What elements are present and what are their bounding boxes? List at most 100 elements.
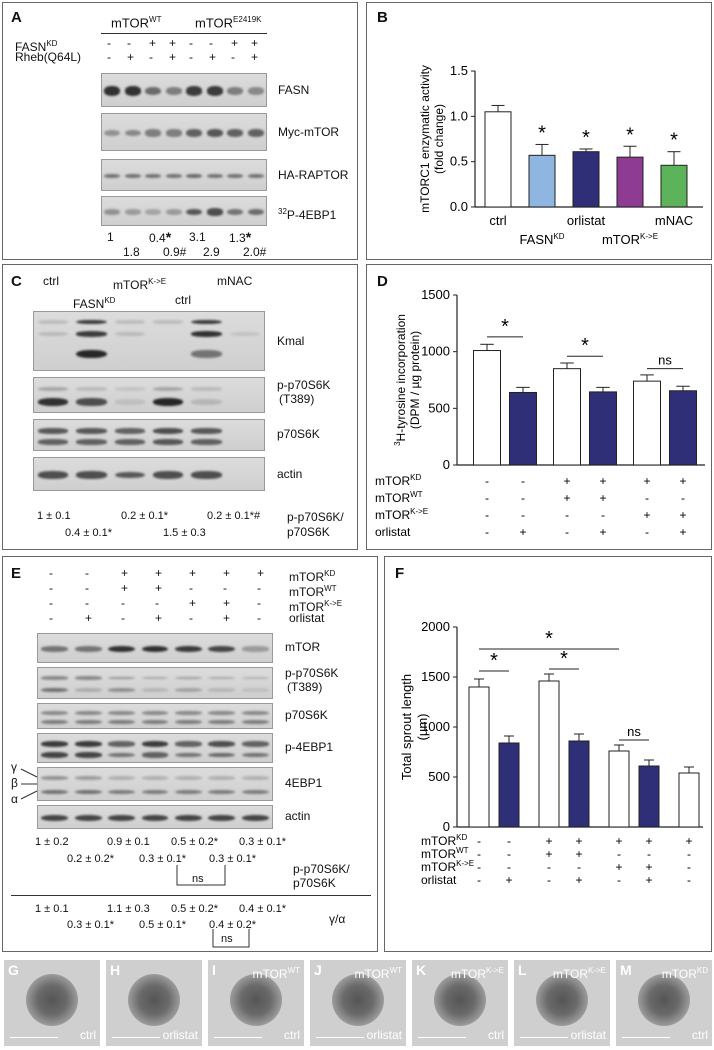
micrograph-top-sup: K->E (587, 966, 606, 975)
blot-band (141, 814, 169, 822)
row-label-sup: K->E (456, 859, 474, 868)
sign: - (647, 847, 651, 861)
blot-band (76, 439, 107, 445)
blot-band (108, 720, 135, 724)
sign: + (643, 508, 650, 522)
blot-label-mtor: mTOR (285, 640, 321, 654)
q2-bottom-3: 0.4 ± 0.2* (209, 919, 257, 931)
micrograph-top-text: mTOR (661, 967, 697, 981)
divider (11, 895, 371, 896)
y-axis-label: mTORC1 enzymatic activity(fold change) (418, 65, 446, 213)
micrograph-top-sup: K->E (485, 966, 504, 975)
blot-band (114, 332, 146, 336)
panel-label: F (395, 565, 405, 582)
sign: - (189, 36, 193, 50)
sign: - (127, 36, 131, 50)
blot-band (247, 174, 264, 178)
blot-band (74, 688, 102, 692)
sign: - (121, 611, 125, 625)
micrograph-bottom-label: orlistat (162, 1028, 198, 1042)
blot-band (41, 646, 69, 652)
chart-d: 0 500 1000 1500 3H-tyrosine incorporation(DP… (375, 287, 705, 539)
blot-band (141, 720, 169, 724)
blot-actin (33, 457, 265, 491)
blot-label-p-p70s6k: p-p70S6K (285, 666, 339, 680)
sign: + (615, 834, 622, 848)
row-label-sup: K->E (324, 599, 343, 608)
sign: + (575, 834, 582, 848)
sign: - (687, 860, 691, 874)
blot-band (208, 676, 236, 680)
quant-c-3: 0.2 ± 0.1*# (207, 510, 261, 522)
sign: - (477, 834, 481, 848)
y-axis-label-line1: H-tyrosine incorporation (394, 314, 408, 441)
bar (498, 742, 520, 828)
blot-band (74, 789, 102, 795)
row-label-fasn: FASNKD (15, 39, 58, 54)
row-label-text: mTOR (421, 847, 456, 861)
sign: - (85, 566, 89, 580)
y-tick-label: 0.0 (450, 199, 468, 214)
x-label-text: FASN (519, 232, 553, 247)
sign: + (679, 525, 686, 539)
row-label-sup: WT (456, 846, 469, 855)
row-label-text: mTOR (375, 508, 410, 522)
blot-band (104, 86, 121, 96)
blot-band (208, 776, 236, 780)
blot-label-p70s6k: p70S6K (277, 427, 320, 441)
panel-label: A (11, 9, 22, 26)
blot-band (241, 646, 269, 652)
blot-p-p70s6k (37, 667, 273, 699)
row-label-text: mTOR (289, 600, 325, 614)
blot-band (208, 720, 236, 724)
panel-label: E (11, 565, 22, 582)
sign: + (231, 36, 239, 50)
micrograph-top-text: mTOR (450, 967, 486, 981)
blot-label-4ebp1: 4EBP1 (285, 776, 323, 790)
sign: + (209, 50, 217, 64)
col-ctrl: ctrl (43, 274, 59, 288)
row-label-text: mTOR (289, 570, 325, 584)
blot-band (114, 387, 146, 391)
y-axis-label-line2: (DPM / µg protein) (408, 331, 422, 429)
sign: - (485, 491, 489, 505)
micrograph-letter: G (8, 962, 19, 978)
panel-b: B 0.0 0.5 1.0 1.5 * * * * mTORC1 enzymatic activ… (366, 2, 712, 260)
q1-top-3: 0.5 ± 0.2* (171, 836, 219, 848)
row-label-text: mTOR (375, 491, 410, 505)
blot-ha-raptor (101, 159, 267, 191)
blot-label-kmal: Kmal (277, 334, 305, 348)
blot-band (208, 752, 236, 758)
row-label: orlistat (421, 873, 457, 887)
sign: + (251, 36, 259, 50)
blot-band (141, 741, 169, 747)
blot-band (227, 174, 244, 178)
micrograph-top-label: mTORWT (354, 964, 402, 981)
significance-star: * (626, 124, 634, 146)
panel-e: E mTOR p-p70S6K (T389) p70S6K p-4EBP1 4E… (2, 556, 378, 952)
quant-top-3: 3.1 (189, 230, 206, 244)
chart-b: 0.0 0.5 1.0 1.5 * * * * mTORC1 enzymatic activit… (418, 63, 703, 247)
blot-band (152, 387, 184, 391)
row-label: mTORKD (421, 833, 467, 848)
blot-band (76, 349, 107, 359)
sign: + (679, 474, 686, 488)
bar (633, 380, 661, 466)
significance-label: ns (658, 353, 672, 368)
blot-band (114, 439, 146, 445)
row-label-sup: WT (410, 490, 423, 499)
significance-label: * (545, 628, 553, 650)
micrograph-top-sup: KD (696, 966, 708, 975)
micrograph-top-text: mTOR (252, 967, 288, 981)
sign: - (223, 581, 227, 595)
sign: - (49, 596, 53, 610)
sign: + (599, 491, 606, 505)
row-label-text: mTOR (421, 860, 456, 874)
row-label-text: mTOR (289, 585, 325, 599)
blot-band (191, 428, 222, 434)
micrograph-top-label: mTORWT (252, 964, 300, 981)
ns-bracket-1 (176, 865, 226, 886)
sign: - (209, 36, 213, 50)
